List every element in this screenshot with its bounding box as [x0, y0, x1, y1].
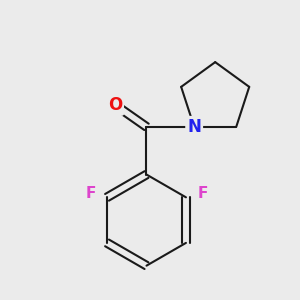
Text: O: O: [108, 96, 122, 114]
Text: F: F: [197, 186, 208, 201]
Text: F: F: [85, 186, 95, 201]
Text: N: N: [187, 118, 201, 136]
